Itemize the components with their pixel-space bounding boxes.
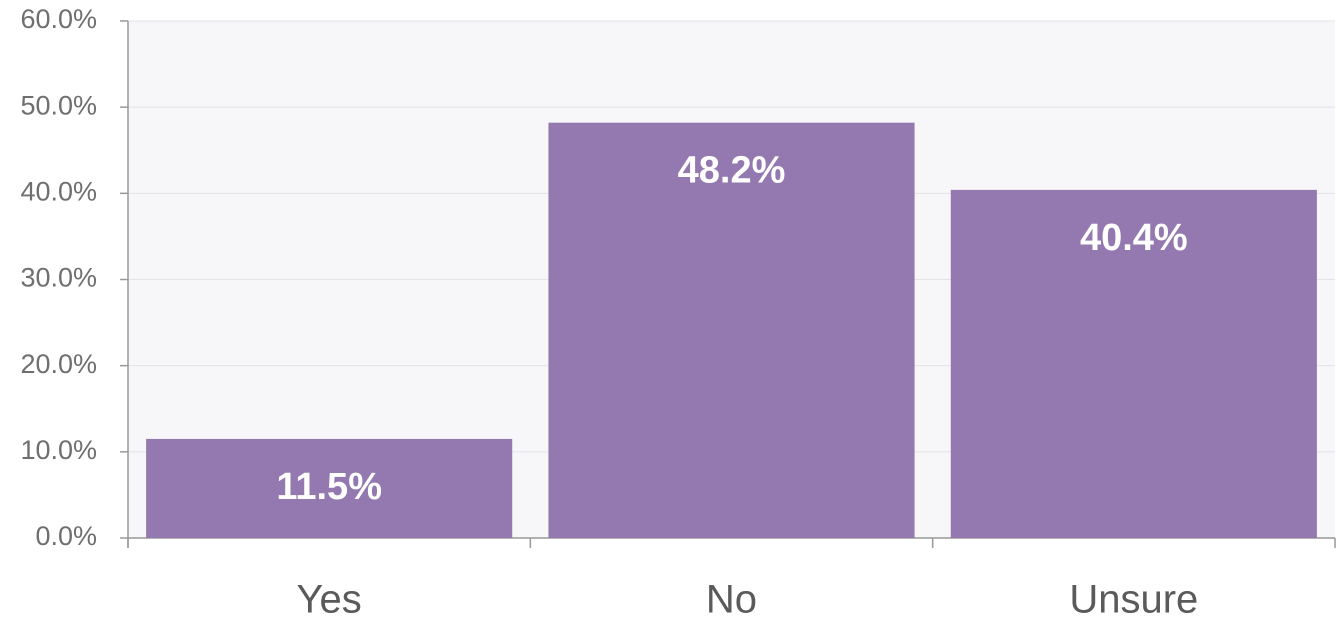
- y-tick-label: 50.0%: [20, 90, 97, 120]
- bar: [548, 122, 915, 538]
- y-tick-label: 40.0%: [20, 176, 97, 206]
- bar: [146, 438, 513, 538]
- x-tick-label: Yes: [297, 578, 362, 622]
- y-tick-label: 20.0%: [20, 349, 97, 379]
- bar: [950, 189, 1317, 539]
- x-tick-label: No: [706, 578, 757, 622]
- value-label: 11.5%: [276, 466, 382, 508]
- y-tick-label: 10.0%: [20, 435, 97, 465]
- y-tick-label: 30.0%: [20, 263, 97, 293]
- y-tick-label: 0.0%: [35, 521, 97, 551]
- value-label: 48.2%: [678, 150, 786, 192]
- value-label: 40.4%: [1080, 217, 1188, 259]
- x-tick-label: Unsure: [1069, 578, 1198, 622]
- y-tick-label: 60.0%: [20, 4, 97, 34]
